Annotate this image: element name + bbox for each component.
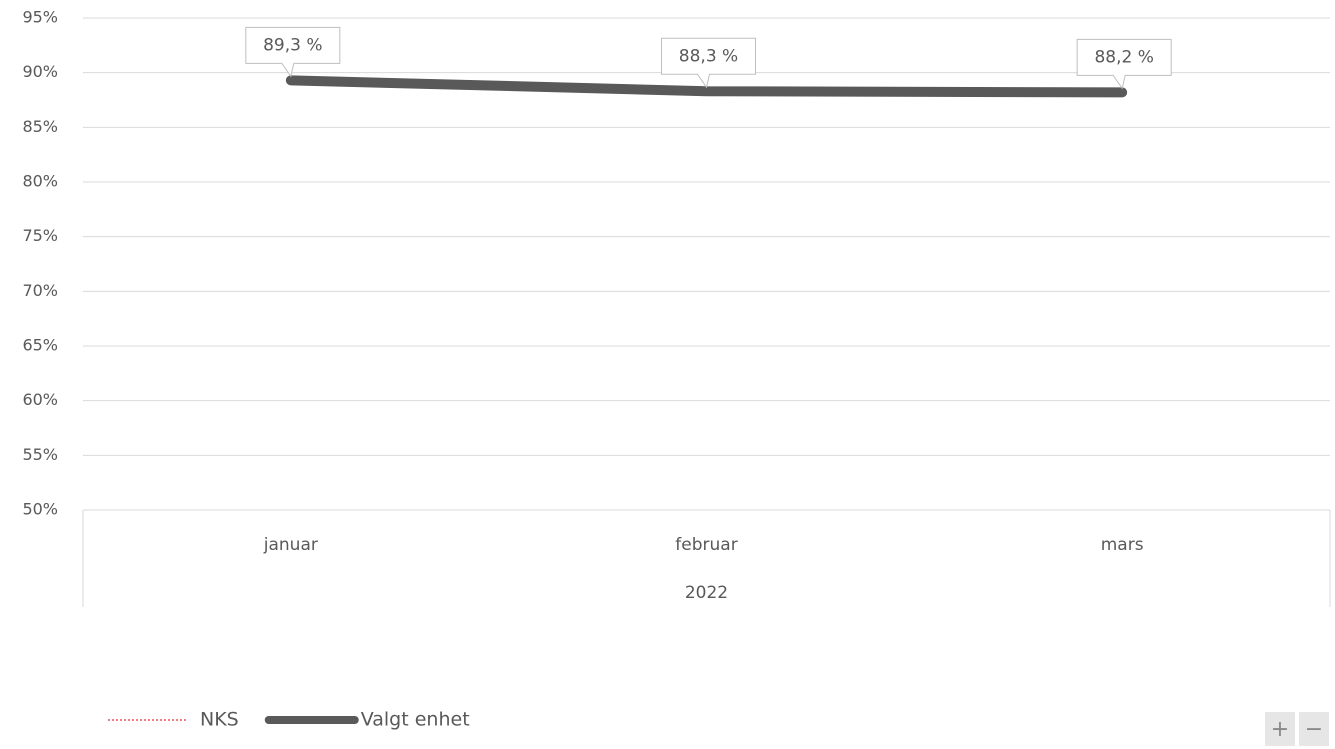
zoom-in-label: + [1271,717,1289,742]
x-tick-label: mars [1101,535,1144,555]
zoom-in-button[interactable]: + [1265,712,1295,746]
y-tick-label: 70% [22,281,58,300]
plot: 50% 55% 60% 65% 70% 75% 80% 85% 90% 95% januar febr… [22,8,1331,731]
y-tick-label: 80% [22,172,58,191]
y-tick-label: 60% [22,390,58,409]
y-tick-label: 95% [22,8,58,27]
data-label-callout [1076,38,1172,90]
x-group-label: 2022 [685,583,728,603]
zoom-in-bg [1265,712,1295,746]
zoom-out-bg [1299,712,1329,746]
y-tick-label: 65% [22,336,58,355]
legend-label: Valgt enhet [361,709,470,731]
y-tick-label: 85% [22,117,58,136]
data-label-callout [661,37,756,89]
y-tick-label: 90% [22,62,58,81]
series-line [285,75,1128,98]
zoom-out-button[interactable]: − [1299,712,1329,746]
data-label-callout [245,26,341,78]
y-tick-label: 55% [22,445,58,464]
y-tick-label: 50% [22,500,58,519]
legend-label: NKS [200,709,239,731]
zoom-out-label: − [1305,717,1323,742]
y-tick-label: 75% [22,226,58,245]
data-label: 89,3 % [263,35,322,55]
data-label: 88,3 % [679,46,738,66]
x-tick-label: januar [263,535,318,555]
x-tick-label: februar [675,535,737,555]
data-label: 88,2 % [1094,47,1153,67]
